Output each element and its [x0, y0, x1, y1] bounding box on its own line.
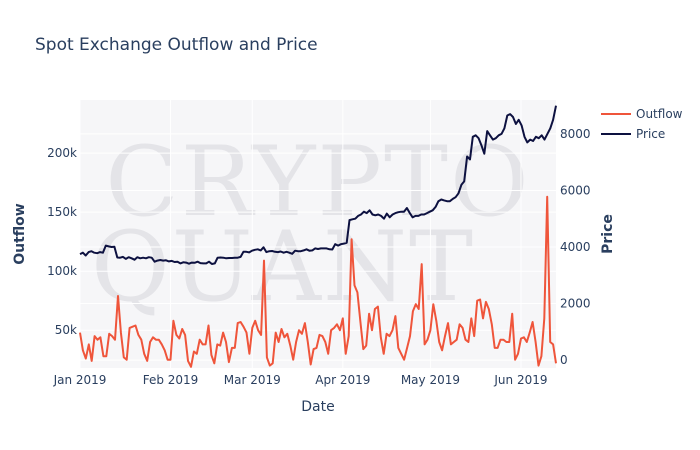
x-tick-label: May 2019 [401, 373, 460, 387]
legend-label-outflow: Outflow [636, 107, 683, 121]
plot-area[interactable] [80, 100, 556, 368]
x-axis-title: Date [301, 399, 334, 415]
watermark-line-1: CRYPTO [105, 126, 530, 238]
y-axis-right-title: Price [600, 214, 616, 254]
x-tick-label: Feb 2019 [143, 373, 199, 387]
series-line-price[interactable] [79, 105, 557, 265]
y-right-tick-label: 0 [560, 353, 568, 367]
x-tick-label: Mar 2019 [224, 373, 281, 387]
x-tick-label: Jun 2019 [493, 373, 547, 387]
y-left-tick-label: 150k [47, 205, 77, 219]
legend-item-outflow[interactable]: Outflow [601, 107, 683, 121]
x-axis-ticks: Jan 2019 Feb 2019 Mar 2019 Apr 2019 May 2019… [53, 373, 548, 387]
x-tick-label: Jan 2019 [53, 373, 107, 387]
legend[interactable]: Outflow Price [601, 107, 683, 141]
legend-label-price: Price [636, 127, 665, 141]
y-right-tick-label: 2000 [560, 297, 591, 311]
y-left-tick-label: 100k [47, 264, 77, 278]
y-axis-left-ticks: 50k 100k 150k 200k [47, 146, 77, 337]
chart-title: Spot Exchange Outflow and Price [35, 35, 318, 55]
y-right-tick-label: 8000 [560, 127, 591, 141]
series-line-outflow[interactable] [79, 195, 557, 368]
y-axis-left-title: Outflow [12, 203, 28, 265]
x-tick-label: Apr 2019 [315, 373, 370, 387]
watermark: CRYPTO QUANT [91, 126, 530, 323]
y-axis-right-ticks: 0 2000 4000 6000 8000 [560, 127, 591, 367]
watermark-line-2: QUANT [91, 211, 475, 323]
y-left-tick-label: 200k [47, 146, 77, 160]
y-left-tick-label: 50k [55, 323, 77, 337]
y-right-tick-label: 6000 [560, 183, 591, 197]
series-lines [79, 105, 557, 368]
gridlines [79, 100, 556, 368]
y-right-tick-label: 4000 [560, 240, 591, 254]
legend-item-price[interactable]: Price [601, 127, 665, 141]
